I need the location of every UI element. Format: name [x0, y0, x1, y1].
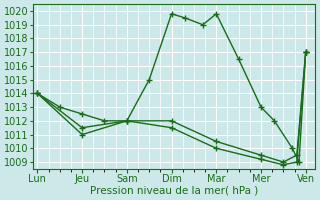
X-axis label: Pression niveau de la mer( hPa ): Pression niveau de la mer( hPa ) — [90, 186, 258, 196]
